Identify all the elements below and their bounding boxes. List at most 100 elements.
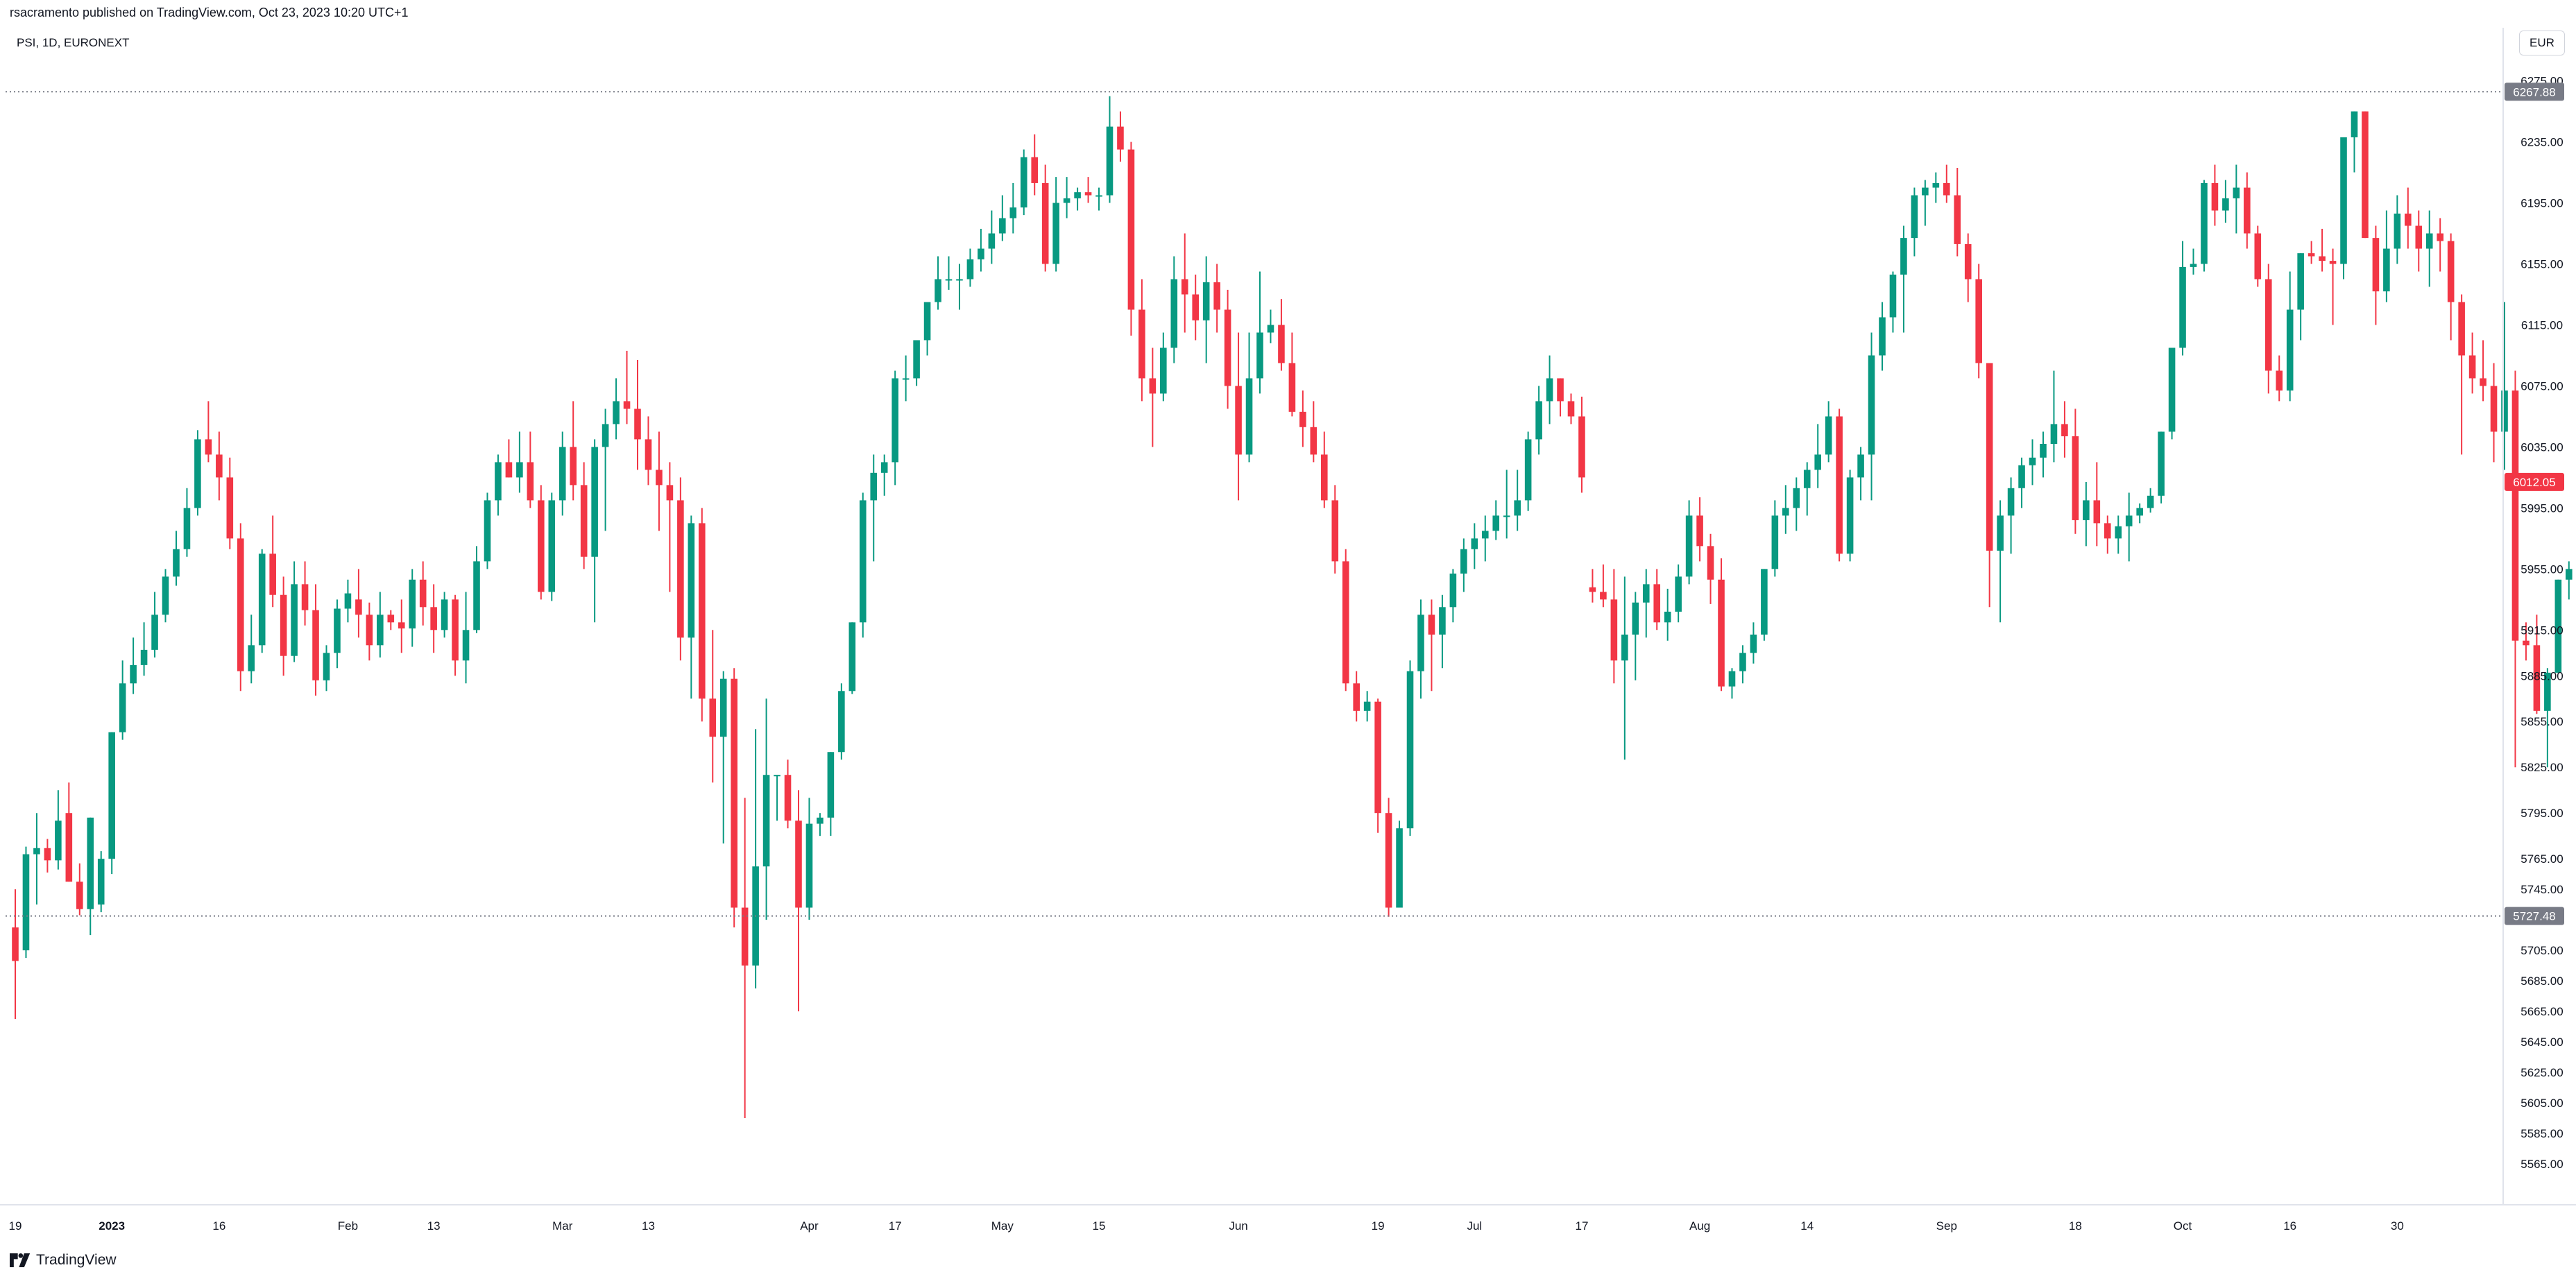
candle-body: [762, 775, 770, 867]
candle: [956, 264, 963, 310]
plot-area[interactable]: [12, 96, 2576, 1119]
candle: [978, 228, 984, 272]
price-tag-low: [2505, 907, 2564, 925]
candle-body: [97, 859, 105, 905]
y-tick-label: 5605.00: [2520, 1097, 2563, 1110]
candle: [666, 462, 674, 592]
price-axis[interactable]: 6275.006235.006195.006155.006115.006075.…: [2520, 75, 2563, 1171]
candle-body: [1192, 294, 1200, 320]
candle-body: [1975, 279, 1982, 363]
candle-body: [1685, 515, 1693, 577]
candle-body: [398, 622, 405, 629]
candle-body: [880, 462, 888, 473]
candle-body: [2511, 390, 2519, 641]
candle-body: [1503, 515, 1510, 517]
candle-body: [784, 775, 792, 821]
candle: [2523, 622, 2530, 661]
candle: [398, 599, 405, 653]
candle: [1546, 355, 1553, 424]
candle-body: [623, 401, 631, 409]
tradingview-brand[interactable]: TradingView: [10, 1252, 117, 1269]
candle-body: [2050, 424, 2058, 444]
candle-body: [2104, 523, 2111, 539]
candle: [505, 439, 513, 478]
candle-body: [1052, 203, 1059, 264]
candle-body: [570, 447, 577, 486]
candle-body: [838, 691, 845, 753]
candle-body: [698, 523, 706, 699]
candle: [1084, 177, 1092, 203]
candle-body: [902, 378, 910, 380]
x-tick-label: May: [991, 1219, 1014, 1233]
candle: [1675, 564, 1682, 623]
candle: [2222, 180, 2229, 223]
candle: [2394, 195, 2401, 264]
candle-body: [2125, 515, 2133, 526]
candle-body: [1138, 309, 1145, 379]
candle: [1997, 500, 2004, 623]
candle: [1578, 396, 1585, 493]
candle: [1954, 167, 1961, 257]
candle: [1406, 660, 1414, 836]
y-tick-label: 5995.00: [2520, 501, 2563, 515]
candle: [323, 645, 330, 692]
candle-body: [892, 378, 898, 463]
candle-body: [334, 608, 341, 653]
candle-body: [1449, 573, 1457, 608]
candle-body: [666, 485, 674, 501]
candle: [1374, 698, 1381, 833]
candle-body: [1074, 192, 1081, 198]
candle-body: [966, 259, 974, 280]
candle-body: [805, 823, 813, 908]
x-tick-label: 30: [2391, 1219, 2404, 1233]
candle-body: [1642, 584, 1650, 603]
candle-body: [870, 472, 878, 501]
candle: [409, 569, 416, 647]
x-tick-label: 14: [1800, 1219, 1814, 1233]
candle: [1342, 549, 1349, 692]
price-tag-last: [2505, 472, 2564, 491]
candle: [1202, 256, 1210, 363]
candle-body: [935, 279, 941, 302]
candle-body: [1610, 599, 1618, 661]
candle-body: [44, 848, 51, 861]
candle: [1825, 401, 1832, 463]
y-tick-label: 6155.00: [2520, 257, 2563, 271]
currency-button[interactable]: EUR: [2519, 31, 2565, 55]
candle-body: [859, 500, 867, 623]
x-tick-label: Apr: [800, 1219, 819, 1233]
candle: [1761, 569, 1768, 641]
y-tick-label: 5955.00: [2520, 563, 2563, 576]
candle: [130, 637, 137, 694]
candle-body: [2501, 390, 2508, 432]
candle: [1020, 149, 1027, 216]
time-axis[interactable]: 19 2023 16 Feb 13 Mar 13 Apr 17 May 15 Jun 19 Jul 17 Au…: [9, 1219, 2404, 1233]
candle-body: [1943, 182, 1950, 196]
candle-body: [108, 732, 115, 859]
candle: [2329, 248, 2337, 325]
candle-body: [65, 813, 73, 882]
candle-body: [2362, 111, 2369, 239]
candle: [1106, 96, 1114, 203]
candle-body: [1589, 587, 1596, 592]
price-markers: 6267.88 5727.48 6012.05: [6, 83, 2564, 925]
candle: [1846, 470, 1854, 562]
x-tick-label: Jun: [1229, 1219, 1247, 1233]
candle: [258, 549, 266, 653]
candle-body: [355, 599, 362, 615]
candle: [774, 775, 781, 821]
candle-body: [22, 854, 30, 951]
candle-body: [237, 538, 244, 671]
x-tick-label: 13: [642, 1219, 655, 1233]
candle-body: [2244, 187, 2251, 234]
candle: [33, 813, 40, 905]
candle-body: [656, 470, 663, 486]
symbol-legend[interactable]: PSI, 1D, EURONEXT: [17, 36, 130, 49]
candle: [1117, 111, 1124, 162]
candle-body: [548, 500, 556, 592]
candle: [935, 256, 941, 310]
candle: [1449, 569, 1457, 623]
candle: [312, 584, 319, 696]
candle: [2501, 302, 2508, 470]
